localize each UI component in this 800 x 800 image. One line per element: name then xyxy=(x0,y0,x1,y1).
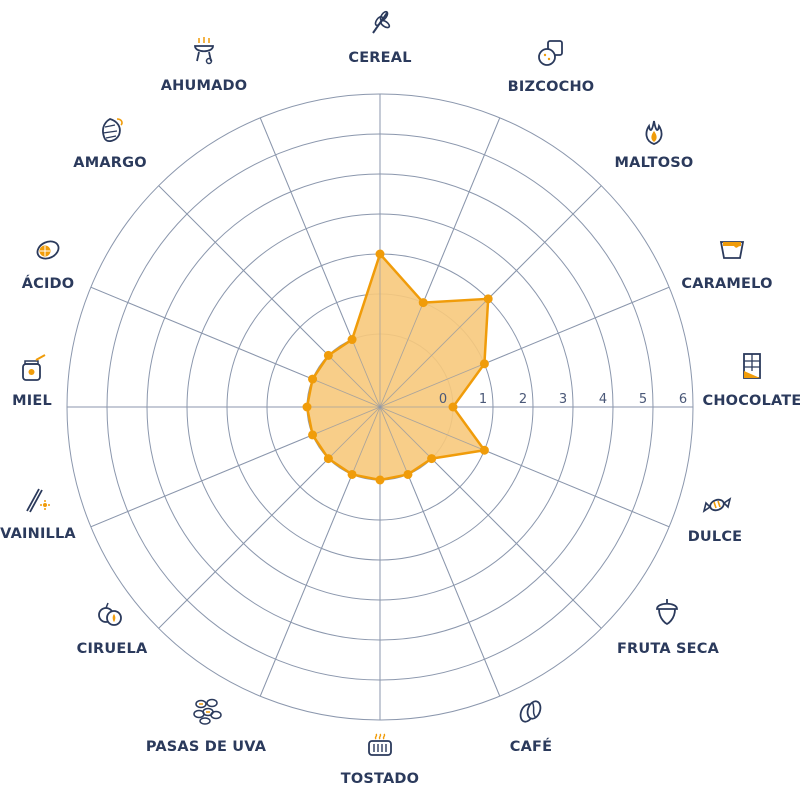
tick-label: 0 xyxy=(439,392,447,407)
biscuit-icon xyxy=(536,38,566,68)
grid-spoke-overlay xyxy=(379,406,501,697)
data-point xyxy=(302,402,312,412)
category-label: FRUTA SECA xyxy=(616,641,720,657)
chocolate-bar-icon xyxy=(737,351,767,381)
data-point xyxy=(308,374,318,384)
category-label: PASAS DE UVA xyxy=(145,739,267,755)
tick-label: 6 xyxy=(679,392,687,407)
plum-icon xyxy=(95,599,125,629)
grid-spoke-overlay xyxy=(379,117,501,408)
grid-spoke-overlay xyxy=(379,406,670,528)
category-label: CARAMELO xyxy=(681,276,773,292)
category-label: AMARGO xyxy=(73,155,147,171)
grill-icon xyxy=(189,35,219,65)
data-point xyxy=(323,350,333,360)
category-label: ÁCIDO xyxy=(21,276,75,292)
category-label: CIRUELA xyxy=(76,641,148,657)
coffee-bean-icon xyxy=(515,697,545,727)
raisins-icon xyxy=(192,695,222,725)
grid-spoke-overlay xyxy=(259,406,381,697)
vanilla-pod-icon xyxy=(22,485,52,515)
category-label: CEREAL xyxy=(348,50,412,66)
lemon-icon xyxy=(33,235,63,265)
grid-spoke-overlay xyxy=(158,406,381,629)
category-label: VAINILLA xyxy=(0,526,76,542)
toaster-icon xyxy=(365,731,395,761)
data-area xyxy=(305,252,490,482)
data-point xyxy=(375,475,385,485)
data-point xyxy=(448,402,458,412)
grid-spoke-overlay xyxy=(158,185,381,408)
tick-label: 5 xyxy=(639,392,647,407)
data-point xyxy=(479,359,489,369)
grid-spoke-overlay xyxy=(259,117,381,408)
data-point xyxy=(347,469,357,479)
category-label: BIZCOCHO xyxy=(507,79,595,95)
tick-label: 1 xyxy=(479,392,487,407)
caramel-icon xyxy=(717,233,747,263)
hops-icon xyxy=(95,115,125,145)
data-point xyxy=(347,335,357,345)
wheat-icon xyxy=(365,7,395,37)
malt-flame-icon xyxy=(639,117,669,147)
category-label: CHOCOLATE xyxy=(702,393,800,409)
grid-spoke-overlay xyxy=(90,286,381,408)
honey-jar-icon xyxy=(18,353,48,383)
grid-spoke-overlay xyxy=(379,406,602,629)
grid-spoke-overlay xyxy=(379,286,670,408)
data-point xyxy=(403,469,413,479)
acorn-icon xyxy=(652,596,682,626)
data-point xyxy=(323,454,333,464)
category-label: AHUMADO xyxy=(160,78,248,94)
data-point xyxy=(418,298,428,308)
data-point xyxy=(483,294,493,304)
category-label: TOSTADO xyxy=(340,771,420,787)
data-point xyxy=(427,454,437,464)
category-label: DULCE xyxy=(687,529,743,545)
data-point xyxy=(479,445,489,455)
tick-label: 4 xyxy=(599,392,607,407)
candy-icon xyxy=(702,490,732,520)
tick-label: 2 xyxy=(519,392,527,407)
tick-label: 3 xyxy=(559,392,567,407)
data-point xyxy=(375,249,385,259)
grid-spoke-overlay xyxy=(90,406,381,528)
category-label: CAFÉ xyxy=(509,739,553,755)
category-label: MALTOSO xyxy=(614,155,694,171)
category-label: MIEL xyxy=(12,393,52,409)
data-point xyxy=(308,430,318,440)
